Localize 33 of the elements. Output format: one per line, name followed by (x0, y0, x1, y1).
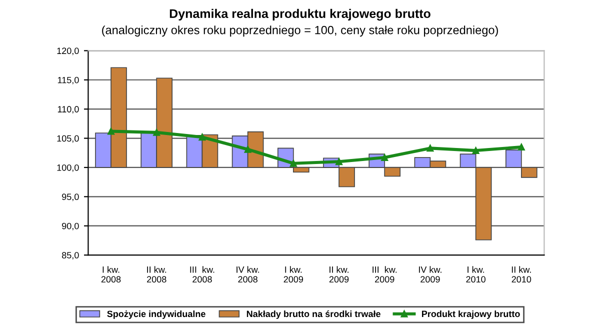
y-tick-label: 120,0 (57, 48, 79, 56)
x-tick-label: II kw. 2010 (512, 266, 532, 283)
x-tick-label: II kw. 2008 (147, 266, 166, 283)
x-tick-label: IV kw. 2009 (418, 266, 442, 283)
legend-label: Nakłady brutto na środki trwałe (246, 310, 380, 319)
chart-subtitle: (analogiczny okres roku poprzedniego = 100, ceny stałe roku poprzedniego) (102, 26, 498, 37)
y-tick-label: 85,0 (62, 252, 79, 260)
point (472, 147, 480, 154)
point (244, 146, 252, 153)
y-tick-label: 90,0 (62, 222, 79, 230)
x-tick-label: IV kw. 2008 (236, 266, 260, 283)
x-tick-label: I kw. 2008 (101, 266, 121, 283)
x-tick-label: III kw. 2008 (190, 266, 214, 283)
point (518, 144, 525, 151)
y-tick-label: 100,0 (57, 164, 79, 172)
y-tick-label: 110,0 (58, 106, 79, 114)
chart-title: Dynamika realna produktu krajowego brutto (170, 8, 430, 21)
y-tick-label: 105,0 (57, 135, 79, 143)
point (198, 134, 206, 141)
y-tick-label: 95,0 (62, 194, 79, 202)
legend-label: Spożycie indywidualne (107, 310, 206, 319)
point (336, 158, 342, 166)
x-tick-label: I kw. 2010 (466, 266, 486, 283)
point (426, 144, 434, 152)
x-tick-label: I kw. 2009 (284, 266, 304, 283)
point (381, 154, 388, 162)
point (290, 160, 297, 167)
y-tick-label: 115,0 (58, 76, 79, 84)
point (153, 128, 160, 136)
point (108, 128, 114, 135)
legend-label: Produkt krajowy brutto (422, 310, 520, 319)
x-tick-label: III kw. 2009 (372, 266, 397, 283)
x-tick-label: II kw. 2009 (329, 266, 349, 283)
